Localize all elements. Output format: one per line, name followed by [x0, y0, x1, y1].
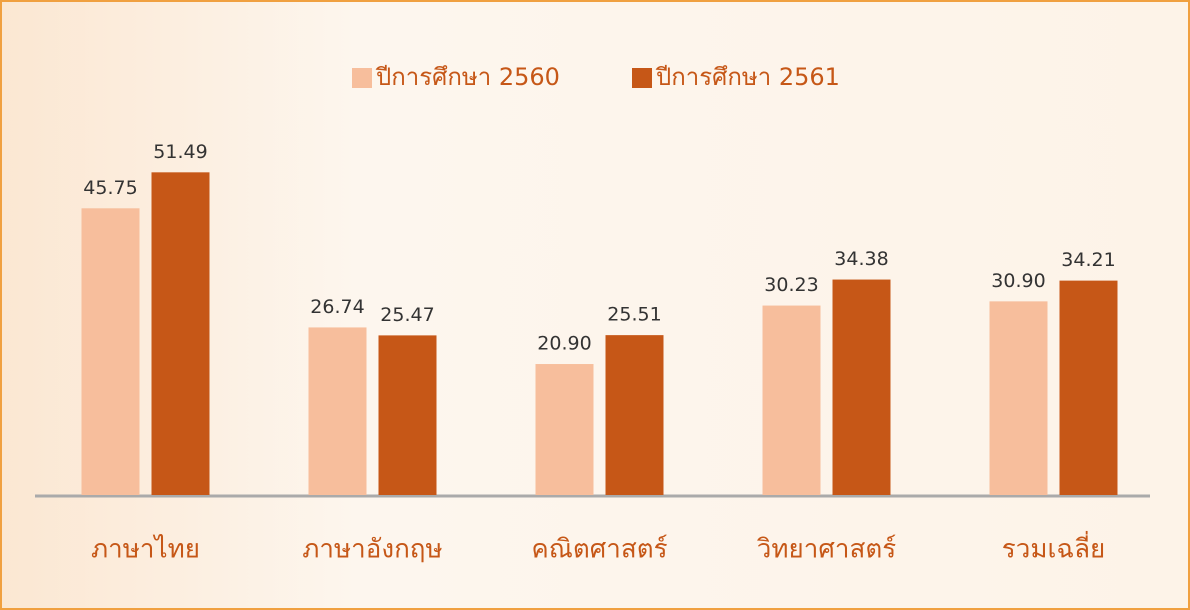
bar: [832, 279, 891, 495]
value-label: 26.74: [310, 296, 364, 318]
value-label: 20.90: [537, 333, 591, 355]
bar: [81, 208, 140, 496]
bar: [989, 301, 1048, 495]
legend-label: ปีการศึกษา 2560: [375, 63, 560, 91]
legend-label: ปีการศึกษา 2561: [655, 63, 840, 91]
value-label: 45.75: [83, 177, 137, 199]
legend-swatch: [352, 68, 372, 88]
value-label: 30.23: [764, 274, 818, 296]
value-label: 30.90: [991, 270, 1045, 292]
value-label: 51.49: [153, 141, 207, 163]
x-tick-label: คณิตศาสตร์: [531, 535, 667, 565]
value-label: 25.47: [380, 304, 434, 326]
value-label: 34.21: [1061, 249, 1115, 271]
bar: [1059, 280, 1118, 495]
x-tick-label: ภาษาอังกฤษ: [302, 535, 442, 565]
bar: [308, 327, 367, 495]
value-label: 25.51: [607, 304, 661, 326]
bar: [535, 364, 594, 495]
x-tick-label: รวมเฉลี่ย: [1002, 531, 1105, 565]
x-tick-label: ภาษาไทย: [91, 534, 200, 565]
bar: [151, 172, 210, 495]
bar: [378, 335, 437, 495]
x-tick-label: วิทยาศาสตร์: [756, 535, 896, 565]
bar: [605, 335, 664, 495]
bar: [762, 305, 821, 495]
value-label: 34.38: [834, 248, 888, 270]
legend-swatch: [632, 68, 652, 88]
